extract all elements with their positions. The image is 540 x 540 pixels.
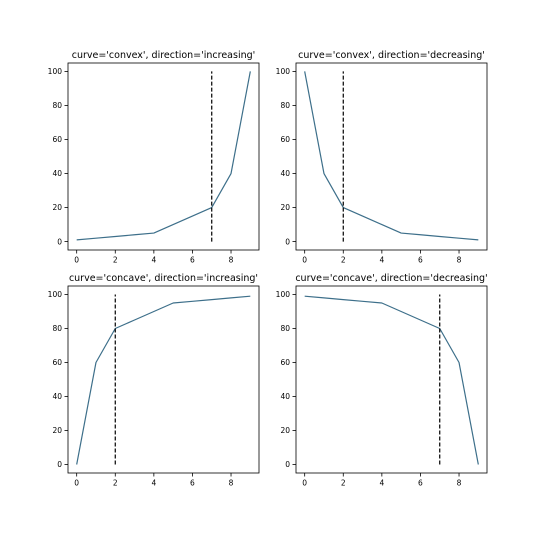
y-tick-label: 80 — [52, 101, 62, 110]
y-tick-label: 0 — [285, 237, 290, 246]
x-tick-label: 4 — [379, 479, 384, 488]
x-tick-label: 0 — [74, 479, 79, 488]
y-tick-label: 60 — [52, 135, 62, 144]
subplot-1: curve='convex', direction='increasing' 0 2… — [48, 50, 260, 265]
x-tick-label: 2 — [341, 256, 346, 265]
y-tick-label: 40 — [52, 169, 62, 178]
x-tick-label: 2 — [341, 479, 346, 488]
y-tick-label: 100 — [276, 67, 291, 76]
x-tick-label: 4 — [379, 256, 384, 265]
axes-frame — [67, 62, 260, 251]
y-tick-label: 100 — [48, 67, 63, 76]
x-tick-label: 8 — [457, 256, 462, 265]
y-tick-label: 0 — [57, 237, 62, 246]
x-tick-label: 6 — [190, 256, 195, 265]
y-tick-label: 40 — [52, 392, 62, 401]
y-tick-label: 60 — [52, 358, 62, 367]
subplot-2: curve='convex', direction='decreasing' 0 2… — [276, 50, 488, 265]
x-tick-label: 2 — [113, 479, 118, 488]
subplot-title: curve='convex', direction='increasing' — [72, 50, 256, 61]
x-tick-label: 6 — [190, 479, 195, 488]
x-tick-label: 0 — [74, 256, 79, 265]
y-tick-label: 20 — [280, 426, 290, 435]
axes-frame — [295, 285, 488, 474]
x-tick-label: 0 — [302, 479, 307, 488]
x-tick-label: 8 — [229, 479, 234, 488]
y-tick-label: 0 — [57, 460, 62, 469]
y-tick-label: 0 — [285, 460, 290, 469]
series-line — [76, 71, 251, 241]
subplot-4: curve='concave', direction='decreasing' 0… — [276, 273, 488, 488]
x-tick-label: 6 — [418, 256, 423, 265]
series-line — [304, 71, 479, 241]
subplot-title: curve='convex', direction='decreasing' — [298, 50, 485, 61]
x-tick-label: 0 — [302, 256, 307, 265]
y-tick-label: 40 — [280, 169, 290, 178]
y-tick-label: 20 — [280, 203, 290, 212]
x-tick-label: 8 — [229, 256, 234, 265]
x-tick-label: 6 — [418, 479, 423, 488]
x-tick-label: 4 — [151, 256, 156, 265]
y-tick-label: 80 — [280, 324, 290, 333]
y-tick-label: 60 — [280, 358, 290, 367]
y-tick-label: 60 — [280, 135, 290, 144]
x-tick-label: 2 — [113, 256, 118, 265]
y-tick-label: 40 — [280, 392, 290, 401]
y-tick-label: 80 — [52, 324, 62, 333]
x-tick-label: 4 — [151, 479, 156, 488]
axes-frame — [295, 62, 488, 251]
series-line — [76, 295, 251, 465]
subplot-title: curve='concave', direction='decreasing' — [295, 273, 487, 284]
subplot-3: curve='concave', direction='increasing' 0… — [48, 273, 260, 488]
y-tick-label: 20 — [52, 203, 62, 212]
axes-frame — [67, 285, 260, 474]
x-tick-label: 8 — [457, 479, 462, 488]
series-line — [304, 295, 479, 465]
y-tick-label: 100 — [276, 290, 291, 299]
y-tick-label: 80 — [280, 101, 290, 110]
y-tick-label: 20 — [52, 426, 62, 435]
subplot-title: curve='concave', direction='increasing' — [69, 273, 258, 284]
y-tick-label: 100 — [48, 290, 63, 299]
